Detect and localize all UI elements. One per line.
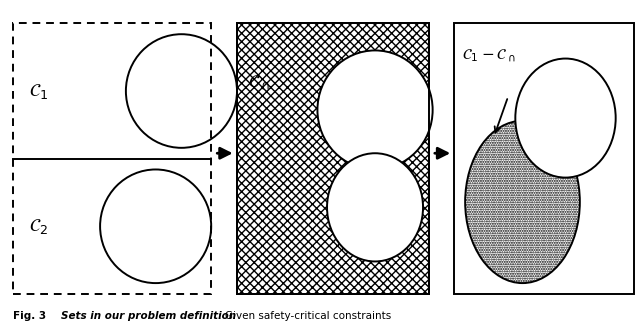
- Text: Fig. 3: Fig. 3: [13, 311, 57, 321]
- Ellipse shape: [515, 58, 616, 178]
- Bar: [13, 23, 211, 159]
- Bar: [237, 23, 429, 294]
- Bar: [454, 23, 634, 294]
- Ellipse shape: [327, 153, 423, 262]
- Text: Sets in our problem definition: Sets in our problem definition: [61, 311, 236, 321]
- Ellipse shape: [100, 169, 211, 283]
- Ellipse shape: [465, 121, 580, 283]
- Text: : Given safety-critical constraints: : Given safety-critical constraints: [218, 311, 391, 321]
- Bar: [13, 159, 211, 294]
- Ellipse shape: [126, 34, 237, 148]
- Text: $\mathcal{C}_1$: $\mathcal{C}_1$: [29, 81, 48, 101]
- Text: $\mathcal{C}_\cap$: $\mathcal{C}_\cap$: [248, 74, 271, 92]
- Bar: [237, 23, 429, 294]
- Bar: [13, 23, 211, 294]
- Text: $\mathcal{C}_2$: $\mathcal{C}_2$: [29, 217, 48, 236]
- Text: $\mathcal{C}_1 - \mathcal{C}_\cap$: $\mathcal{C}_1 - \mathcal{C}_\cap$: [461, 47, 516, 64]
- Ellipse shape: [317, 50, 433, 169]
